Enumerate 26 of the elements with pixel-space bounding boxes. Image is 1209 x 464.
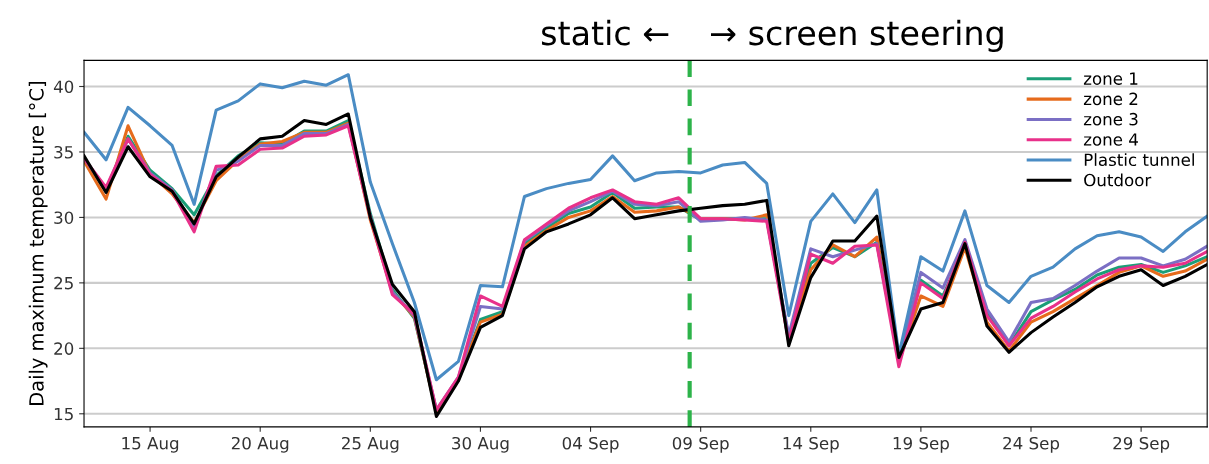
- legend-label: Outdoor: [1084, 173, 1152, 187]
- legend-label: zone 3: [1083, 112, 1138, 126]
- legend-label: zone 4: [1083, 133, 1138, 146]
- x-tick-label: 29 Sep: [1113, 436, 1170, 453]
- y-tick-label: 15: [54, 407, 73, 421]
- x-tick-label: 14 Sep: [783, 436, 839, 453]
- y-tick-label: 40: [53, 80, 74, 94]
- legend-label: Plastic tunnel: [1084, 153, 1194, 167]
- x-tick-label: 24 Sep: [1003, 436, 1060, 453]
- y-axis-title: Daily maximum temperature [°C]: [28, 82, 48, 405]
- legend-label: zone 1: [1083, 72, 1138, 85]
- text: → screen steering: [711, 19, 1003, 52]
- legend-label: zone 2: [1083, 92, 1138, 106]
- x-tick-label: 30 Aug: [452, 436, 509, 453]
- y-tick-label: 35: [54, 145, 73, 159]
- y-tick-label: 20: [54, 342, 74, 355]
- x-tick-label: 19 Sep: [893, 436, 949, 453]
- x-tick-label: 09 Sep: [672, 436, 729, 453]
- y-tick-label: 25: [54, 276, 73, 290]
- line-series: [84, 73, 1208, 382]
- x-tick-label: 15 Aug: [122, 437, 179, 453]
- text: static ←: [541, 19, 669, 46]
- x-tick-label: 04 Sep: [562, 436, 619, 453]
- y-tick-label: 30: [54, 211, 74, 224]
- x-tick-label: 20 Aug: [231, 436, 289, 453]
- x-tick-label: 25 Aug: [342, 436, 399, 453]
